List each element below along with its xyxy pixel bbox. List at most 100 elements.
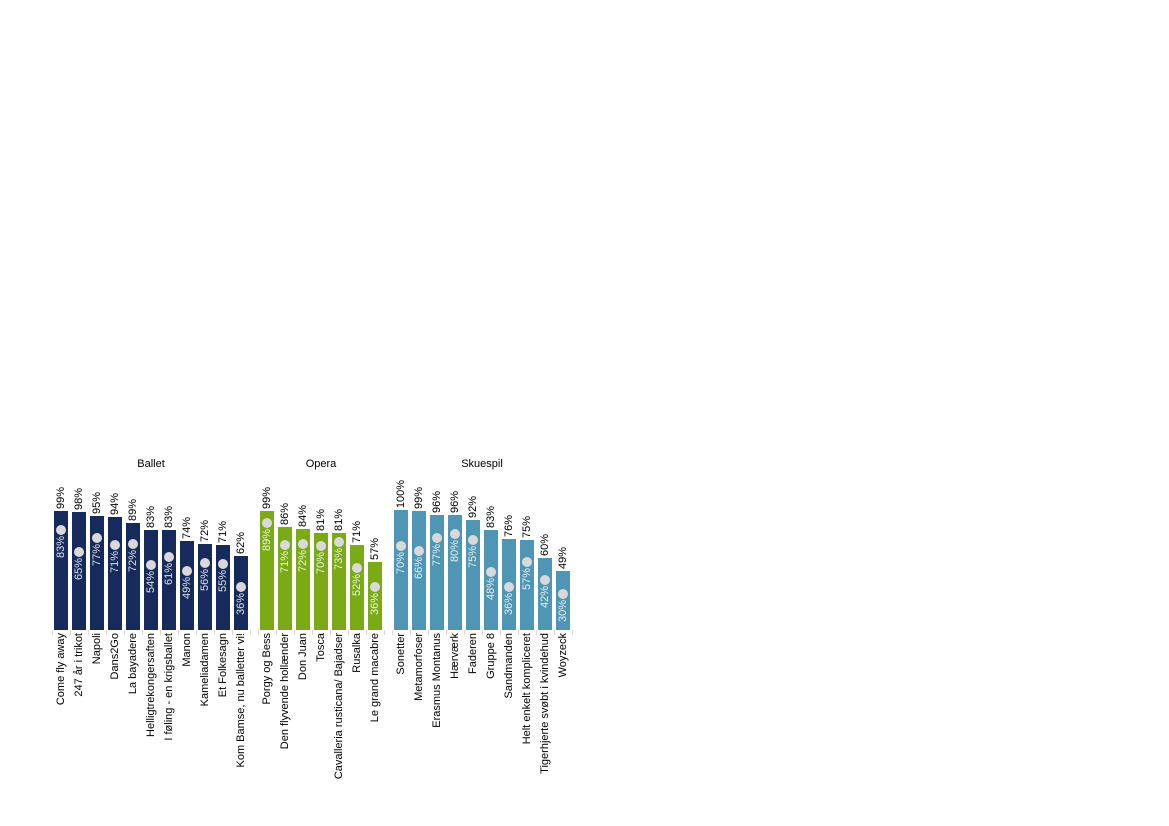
dot-value-text: 42%	[538, 585, 551, 608]
bar-slot-i-f-ling-en-krigsballet: 83% 61% I føling - en krigsballet	[162, 506, 176, 741]
group-bars-ballet: 99% 83% Come fly away 98% 65% 247 år i trikot…	[52, 487, 251, 768]
category-label: Metamorfoser	[412, 633, 426, 701]
bar-value-text: 96%	[448, 490, 461, 513]
axis-tick	[124, 630, 125, 635]
axis-tick	[384, 630, 385, 635]
bar-slot-rusalka: 71% 52% Rusalka	[350, 510, 364, 673]
category-label: Helligtrekongersaften	[144, 633, 158, 737]
axis-tick	[500, 630, 501, 635]
dot-value-text: 49%	[180, 577, 193, 600]
dot-value-label: 80%	[448, 540, 462, 562]
bar-slot-porgy-og-bess: 99% 89% Porgy og Bess	[260, 487, 274, 705]
bar-cavalleria-rusticana-bajadser	[332, 532, 346, 630]
bar-slot-metamorfoser: 99% 66% Metamorfoser	[412, 487, 426, 701]
category-text: Metamorfoser	[412, 633, 425, 701]
axis-tick	[294, 630, 295, 635]
dot-value-text: 36%	[234, 592, 247, 615]
bar-value-label: 99%	[260, 487, 274, 509]
dot-marker	[218, 559, 228, 569]
category-text: Tosca	[314, 633, 327, 662]
category-label: Come fly away	[54, 633, 68, 705]
bar-napoli	[90, 516, 104, 630]
dot-value-text: 72%	[296, 549, 309, 572]
bar-slot-helt-enkelt-kompliceret: 75% 57% Helt enkelt kompliceret	[520, 510, 534, 744]
category-text: 247 år i trikot	[72, 633, 85, 697]
dot-marker	[236, 581, 246, 592]
group-title-ballet: Ballet	[137, 458, 165, 470]
dot-value-label: 75%	[466, 546, 480, 568]
bar-value-text: 60%	[538, 533, 551, 556]
axis-tick	[572, 630, 573, 635]
bar-value-label: 98%	[72, 488, 86, 510]
dot-marker	[414, 545, 424, 556]
dot-value-label: 36%	[368, 593, 382, 615]
dot-marker	[110, 539, 120, 550]
bar-value-label: 83%	[162, 506, 176, 528]
dot-marker	[540, 574, 550, 585]
axis-tick	[536, 630, 537, 635]
category-label: Sandmanden	[502, 633, 516, 698]
bar-value-text: 81%	[332, 508, 345, 531]
axis-tick	[518, 630, 519, 635]
dot-value-label: 36%	[502, 593, 516, 615]
axis-tick	[88, 630, 89, 635]
bar-slot-den-flyvende-holl-nder: 86% 71% Den flyvende hollænder	[278, 503, 292, 749]
category-text: Sonetter	[394, 633, 407, 675]
bar-slot-et-folkesagn: 71% 55% Et Folkesagn	[216, 510, 230, 697]
dot-value-text: 56%	[198, 568, 211, 591]
dot-value-label: 52%	[350, 574, 364, 596]
dot-value-label: 71%	[108, 551, 122, 573]
dot-value-label: 42%	[538, 586, 552, 608]
axis-tick	[348, 630, 349, 635]
axis-tick	[142, 630, 143, 635]
bar-slot-sandmanden: 76% 36% Sandmanden	[502, 510, 516, 698]
bar-value-label: 94%	[108, 493, 122, 515]
bar-la-bayadere	[126, 523, 140, 630]
category-text: Woyzeck	[556, 633, 569, 678]
bar-value-label: 99%	[412, 487, 426, 509]
category-text: Don Juan	[296, 633, 309, 681]
dot-value-text: 36%	[368, 592, 381, 615]
bar-slot-cavalleria-rusticana-bajadser: 81% 73% Cavalleria rusticana/ Bajadser	[332, 508, 346, 779]
bar-value-text: 81%	[314, 508, 327, 531]
category-text: I føling - en krigsballet	[162, 633, 175, 741]
bar-value-text: 49%	[556, 547, 569, 570]
category-text: Kameliadamen	[198, 633, 211, 707]
category-text: Helt enkelt kompliceret	[520, 633, 533, 745]
dot-marker	[352, 562, 362, 573]
bar-tosca	[314, 532, 328, 630]
dot-marker	[164, 551, 174, 562]
dot-value-label: 54%	[144, 571, 158, 593]
dot-marker	[504, 581, 514, 592]
bar-value-label: 96%	[448, 491, 462, 513]
category-text: Hærværk	[448, 633, 461, 679]
dot-value-text: 55%	[216, 570, 229, 593]
bar-slot-kom-bamse-nu-balletter-vi: 62% 36% Kom Bamse, nu balletter vi!	[234, 510, 248, 768]
category-text: Rusalka	[350, 633, 363, 673]
dot-value-label: 72%	[126, 550, 140, 572]
bar-le-grand-macabre	[368, 561, 382, 630]
bar-value-label: 71%	[350, 521, 364, 543]
dot-marker	[182, 566, 192, 577]
bar-slot-helligtrekongersaften: 83% 54% Helligtrekongersaften	[144, 506, 158, 737]
chart-group-ballet: Ballet 99% 83% Come fly away 98% 65% 247 år i …	[52, 458, 251, 768]
bar-value-label: 83%	[144, 506, 158, 528]
axis-tick	[446, 630, 447, 635]
bar-value-text: 98%	[72, 488, 85, 511]
bar-value-label: 83%	[484, 506, 498, 528]
bar-value-text: 86%	[278, 502, 291, 525]
bar-value-label: 71%	[216, 521, 230, 543]
dot-value-text: 80%	[448, 540, 461, 563]
bar-dans2go	[108, 517, 122, 630]
dot-value-label: 55%	[216, 570, 230, 592]
axis-tick	[392, 630, 393, 635]
axis-tick	[410, 630, 411, 635]
bar-kom-bamse-nu-balletter-vi	[234, 555, 248, 630]
category-label: Le grand macabre	[368, 633, 382, 722]
bar-value-text: 99%	[54, 487, 67, 510]
bar-slot-gruppe-8: 83% 48% Gruppe 8	[484, 506, 498, 679]
bar-value-text: 75%	[520, 515, 533, 538]
dot-value-text: 89%	[260, 529, 273, 552]
bar-don-juan	[296, 529, 310, 630]
bar-value-text: 83%	[484, 506, 497, 529]
